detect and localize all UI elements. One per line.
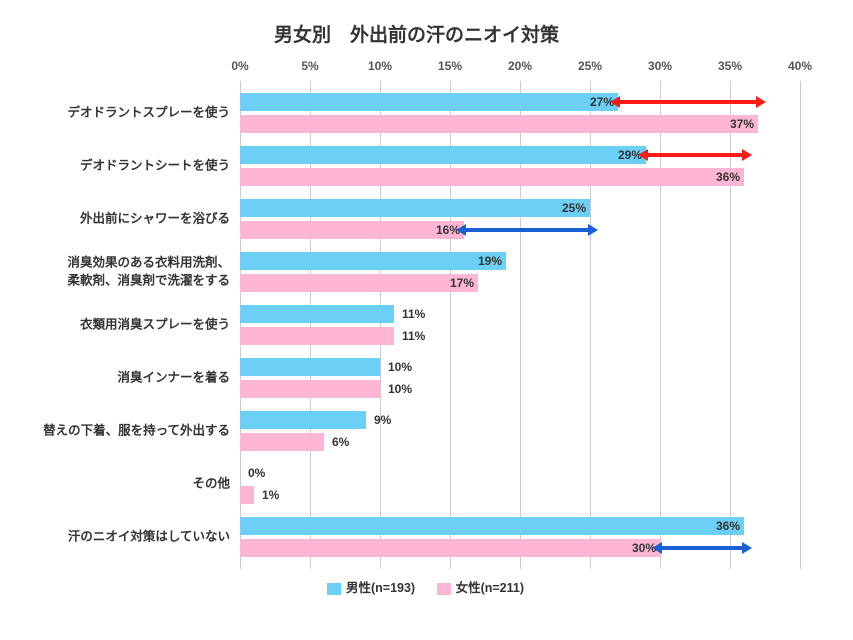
bar-female: 10% (240, 380, 380, 398)
bar-value-male: 25% (558, 201, 586, 215)
bar-female: 37% (240, 115, 758, 133)
bar-female: 6% (240, 433, 324, 451)
legend-label-male: 男性(n=193) (346, 581, 415, 595)
plot-area: 0%5%10%15%20%25%30%35%40% デオドラントスプレーを使う2… (240, 59, 800, 569)
bar-male: 25% (240, 199, 590, 217)
chart-title: 男女別 外出前の汗のニオイ対策 (20, 20, 813, 47)
category-row: 替えの下着、服を持って外出する9%6% (240, 407, 800, 455)
bar-value-male: 9% (370, 413, 391, 427)
category-label: その他 (20, 475, 230, 493)
bar-value-male: 19% (474, 254, 502, 268)
bar-value-male: 36% (712, 519, 740, 533)
legend: 男性(n=193) 女性(n=211) (20, 577, 813, 596)
bar-value-male: 11% (398, 307, 425, 321)
bar-value-female: 10% (384, 382, 412, 396)
category-row: デオドラントスプレーを使う27%37% (240, 89, 800, 137)
x-tick: 20% (508, 59, 532, 73)
category-label: 消臭インナーを着る (20, 369, 230, 387)
bar-male: 9% (240, 411, 366, 429)
bar-value-female: 37% (726, 117, 754, 131)
bar-female: 17% (240, 274, 478, 292)
x-tick: 30% (648, 59, 672, 73)
bar-value-male: 10% (384, 360, 412, 374)
gridline (800, 81, 801, 569)
category-label: 汗のニオイ対策はしていない (20, 528, 230, 546)
category-label: 替えの下着、服を持って外出する (20, 422, 230, 440)
x-tick: 0% (231, 59, 248, 73)
bar-value-female: 17% (446, 276, 474, 290)
bar-male: 19% (240, 252, 506, 270)
bar-female: 36% (240, 168, 744, 186)
category-label: 衣類用消臭スプレーを使う (20, 316, 230, 334)
bar-male: 27% (240, 93, 618, 111)
legend-label-female: 女性(n=211) (456, 581, 524, 595)
chart-container: 男女別 外出前の汗のニオイ対策 0% 5% 10% 15% 20% 25% 30% 35% 40… (0, 0, 853, 640)
bar-female: 11% (240, 327, 394, 345)
category-row: 消臭効果のある衣料用洗剤、 柔軟剤、消臭剤で洗濯をする19%17% (240, 248, 800, 296)
x-tick: 10% (368, 59, 392, 73)
bar-male: 10% (240, 358, 380, 376)
bar-value-female: 6% (328, 435, 349, 449)
bar-value-female: 1% (258, 488, 279, 502)
bar-value-female: 36% (712, 170, 740, 184)
category-label: デオドラントスプレーを使う (20, 104, 230, 122)
category-row: 汗のニオイ対策はしていない36%30% (240, 513, 800, 561)
bar-female: 30% (240, 539, 660, 557)
bar-value-male: 0% (244, 466, 265, 480)
category-row: 衣類用消臭スプレーを使う11%11% (240, 301, 800, 349)
bar-value-female: 11% (398, 329, 425, 343)
x-tick: 40% (788, 59, 812, 73)
bar-female: 16% (240, 221, 464, 239)
legend-swatch-female (437, 583, 451, 595)
x-tick: 25% (578, 59, 602, 73)
bar-female: 1% (240, 486, 254, 504)
x-tick: 5% (301, 59, 318, 73)
x-tick: 15% (438, 59, 462, 73)
category-label: 消臭効果のある衣料用洗剤、 柔軟剤、消臭剤で洗濯をする (20, 255, 230, 290)
category-label: デオドラントシートを使う (20, 157, 230, 175)
category-label: 外出前にシャワーを浴びる (20, 210, 230, 228)
x-tick: 35% (718, 59, 742, 73)
bar-male: 36% (240, 517, 744, 535)
bar-male: 29% (240, 146, 646, 164)
category-row: 外出前にシャワーを浴びる25%16% (240, 195, 800, 243)
category-row: デオドラントシートを使う29%36% (240, 142, 800, 190)
bar-rows: デオドラントスプレーを使う27%37%デオドラントシートを使う29%36%外出前… (240, 89, 800, 566)
category-row: その他0%1% (240, 460, 800, 508)
category-row: 消臭インナーを着る10%10% (240, 354, 800, 402)
legend-swatch-male (327, 583, 341, 595)
bar-male: 11% (240, 305, 394, 323)
